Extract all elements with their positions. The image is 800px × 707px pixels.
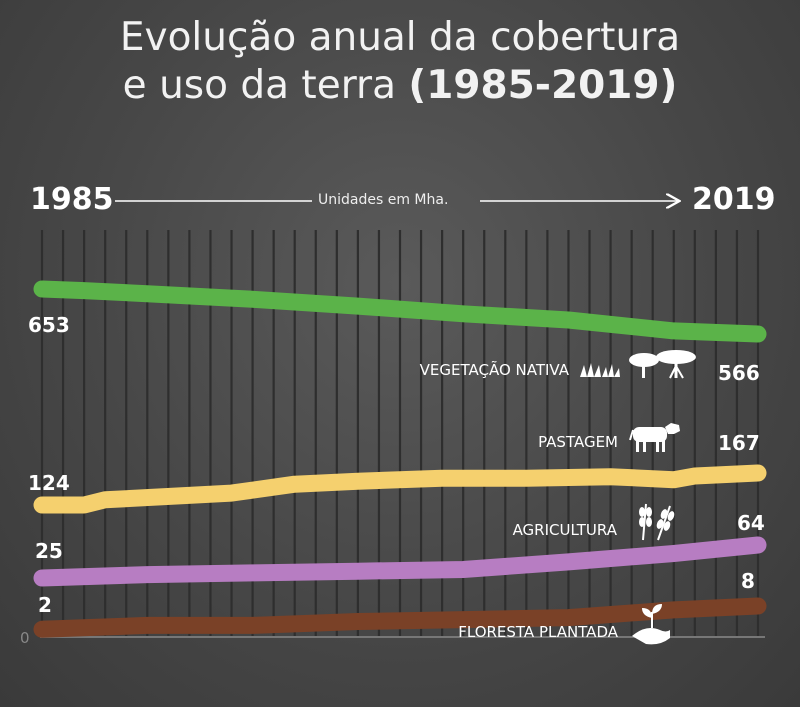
start-value-label: 25: [35, 539, 63, 563]
cow-icon: [629, 423, 680, 452]
start-value-label: 2: [38, 593, 52, 617]
series-line-2: [33, 536, 767, 587]
labels-layer: 653 566 VEGETAÇÃO NATIVA 124 167 PASTAGEM 25 64…: [28, 313, 765, 641]
zero-tick: 0: [20, 629, 30, 647]
series-name-label: PASTAGEM: [538, 433, 618, 451]
end-value-label: 566: [718, 361, 760, 385]
year-end-label: 2019: [692, 182, 776, 217]
series-line-0: [33, 280, 767, 343]
wheat-icon: [639, 503, 675, 541]
end-value-label: 8: [741, 569, 755, 593]
title-line-2-text: e uso da terra: [122, 63, 396, 108]
units-label: Unidades em Mha.: [318, 192, 449, 208]
start-value-label: 653: [28, 313, 70, 337]
year-start-label: 1985: [30, 182, 114, 217]
start-value-label: 124: [28, 471, 70, 495]
title-line-1: Evolução anual da cobertura: [119, 15, 681, 60]
series-name-label: AGRICULTURA: [513, 521, 618, 539]
series-name-label: FLORESTA PLANTADA: [458, 623, 618, 641]
series-line-1: [33, 464, 767, 514]
end-value-label: 167: [718, 431, 760, 455]
chart-title: Evolução anual da cobertura e uso da ter…: [0, 14, 800, 110]
title-years: (1985-2019): [408, 63, 678, 108]
series-name-label: VEGETAÇÃO NATIVA: [420, 360, 570, 379]
seedling-hand-icon: [632, 604, 670, 645]
end-value-label: 64: [737, 511, 765, 535]
title-line-2: e uso da terra (1985-2019): [0, 62, 800, 110]
vegetation-icon: [580, 350, 696, 379]
